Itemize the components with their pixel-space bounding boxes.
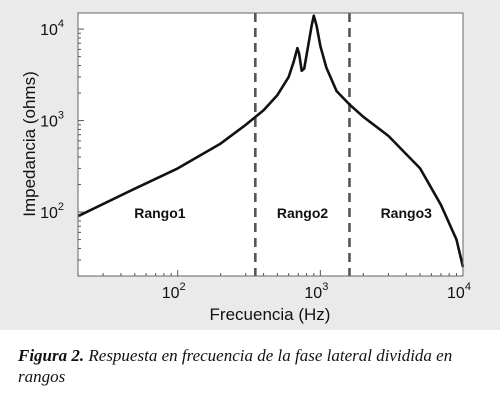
- caption-text: Respuesta en frecuencia de la fase later…: [18, 346, 453, 386]
- region-labels: Rango1 Rango2 Rango3: [134, 205, 432, 221]
- region-label-1: Rango1: [134, 205, 186, 221]
- x-tick-exponent: 3: [322, 281, 328, 293]
- y-tick-base: 10: [40, 22, 58, 39]
- region-label-3: Rango3: [381, 205, 433, 221]
- figure-label: Figura 2.: [18, 346, 85, 365]
- y-tick-exponent: 3: [58, 110, 64, 122]
- x-tick-label: 102: [162, 281, 186, 302]
- y-tick-exponent: 2: [58, 201, 64, 213]
- region-label-2: Rango2: [277, 205, 329, 221]
- x-tick-base: 10: [304, 285, 322, 302]
- x-tick-base: 10: [162, 285, 180, 302]
- x-tick-exponent: 2: [180, 281, 186, 293]
- x-axis-title: Frecuencia (Hz): [210, 305, 331, 324]
- impedance-curve: [77, 14, 465, 268]
- y-tick-base: 10: [40, 114, 58, 131]
- figure-caption: Figura 2. Respuesta en frecuencia de la …: [18, 345, 488, 387]
- y-axis-title: Impedancia (ohms): [20, 71, 39, 217]
- plot-area: [78, 13, 463, 276]
- y-tick-exponent: 4: [58, 18, 64, 30]
- plot-frame: [77, 12, 464, 277]
- x-tick-label: 103: [304, 281, 328, 302]
- y-tick-label: 104: [40, 18, 64, 39]
- y-tick-label: 102: [40, 201, 64, 222]
- x-tick-label: 104: [447, 281, 471, 302]
- y-tick-base: 10: [40, 205, 58, 222]
- x-tick-exponent: 4: [465, 281, 471, 293]
- y-tick-label: 103: [40, 110, 64, 131]
- x-tick-base: 10: [447, 285, 465, 302]
